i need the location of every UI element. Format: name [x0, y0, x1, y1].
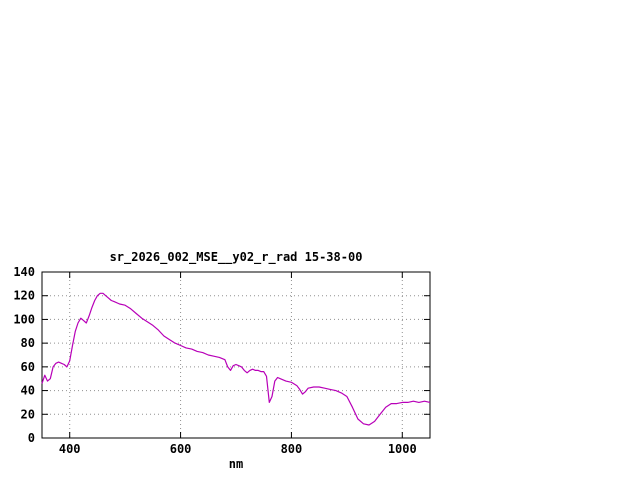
y-tick-label: 40 — [21, 384, 35, 398]
y-tick-label: 20 — [21, 407, 35, 421]
x-tick-label: 600 — [170, 442, 192, 456]
x-tick-label: 1000 — [388, 442, 417, 456]
chart-plot-area: 400 600 800 1000 0 20 40 60 80 100 120 140 — [13, 265, 431, 456]
y-tick-label: 120 — [13, 289, 35, 303]
data-line-spectral-radiance — [41, 292, 431, 426]
chart-title: sr_2026_002_MSE__y02_r_rad 15-38-00 — [110, 250, 363, 265]
y-tick-label: 60 — [21, 360, 35, 374]
y-tick-label: 100 — [13, 312, 35, 326]
x-axis-label: nm — [229, 457, 243, 471]
x-tick-label: 800 — [281, 442, 303, 456]
y-tick-label: 80 — [21, 336, 35, 350]
plot-border — [41, 271, 431, 439]
x-tick-label: 400 — [59, 442, 81, 456]
y-tick-label: 140 — [13, 265, 35, 279]
y-tick-label: 0 — [28, 431, 35, 445]
